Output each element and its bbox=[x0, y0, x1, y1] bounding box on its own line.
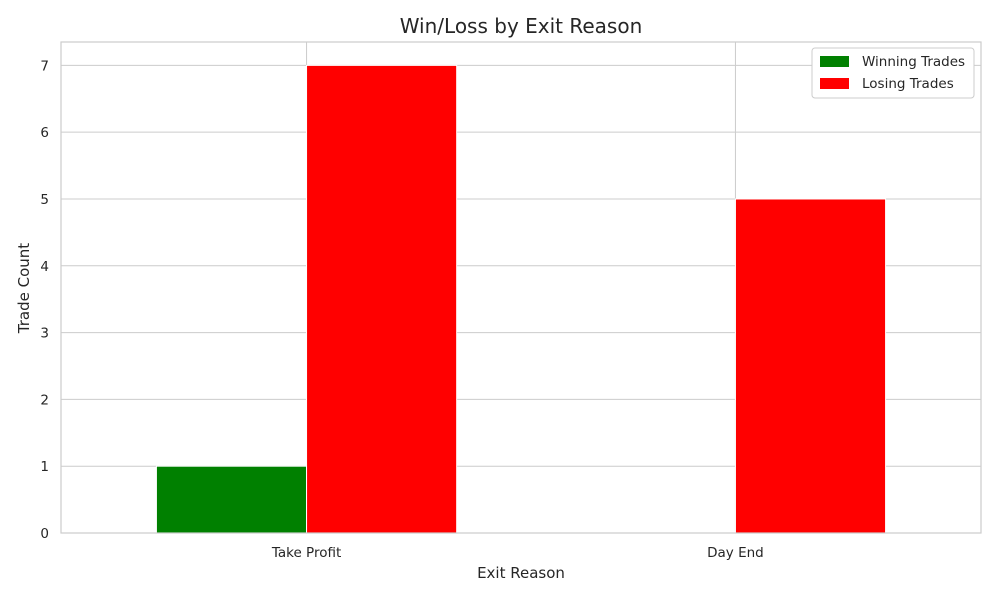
bar-winning-take-profit bbox=[155, 465, 308, 534]
y-tick-label: 5 bbox=[40, 192, 49, 208]
legend-box bbox=[811, 47, 975, 99]
legend-swatch-losing bbox=[820, 78, 849, 89]
y-tick-label: 6 bbox=[40, 125, 49, 141]
legend: Winning Trades Losing Trades bbox=[811, 47, 975, 99]
plot-frame bbox=[60, 41, 982, 534]
y-tick-label: 0 bbox=[40, 526, 49, 542]
y-tick-label: 3 bbox=[40, 326, 49, 342]
x-axis-label: Exit Reason bbox=[477, 564, 565, 582]
y-tick-label: 4 bbox=[40, 259, 49, 275]
legend-swatch-winning bbox=[820, 56, 849, 67]
legend-label-losing: Losing Trades bbox=[862, 76, 954, 92]
y-tick-label: 2 bbox=[40, 392, 49, 408]
chart-title: Win/Loss by Exit Reason bbox=[400, 14, 643, 38]
bars bbox=[155, 64, 887, 534]
bar-losing-take-profit bbox=[306, 64, 458, 534]
x-tick-labels: Take Profit Day End bbox=[271, 545, 764, 561]
x-tick-label: Day End bbox=[707, 545, 764, 561]
y-tick-labels: 0 1 2 3 4 5 6 7 bbox=[40, 58, 49, 542]
y-tick-label: 7 bbox=[40, 58, 49, 74]
y-axis-label: Trade Count bbox=[15, 243, 33, 334]
y-tick-label: 1 bbox=[40, 459, 49, 475]
x-tick-label: Take Profit bbox=[271, 545, 341, 561]
bar-losing-day-end bbox=[734, 198, 887, 534]
legend-label-winning: Winning Trades bbox=[862, 54, 965, 70]
